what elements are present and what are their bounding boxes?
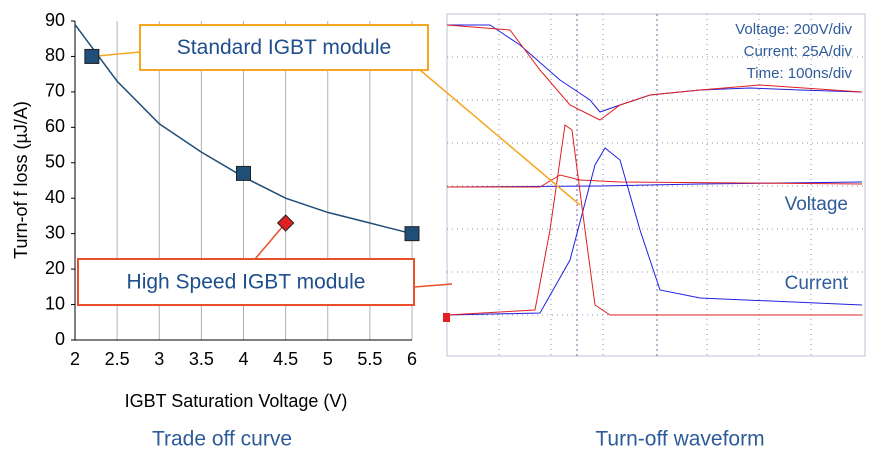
x-tick-label: 2.5 (105, 349, 130, 369)
scale-label: Time: 100ns/div (747, 65, 853, 82)
x-tick-label: 3.5 (189, 349, 214, 369)
x-axis-label: IGBT Saturation Voltage (V) (125, 391, 348, 411)
marker (85, 49, 99, 63)
x-tick-label: 4 (238, 349, 248, 369)
waveform-panel: Voltage: 200V/div Current: 25A/div Time:… (443, 14, 865, 451)
caption: Turn-off waveform (595, 428, 764, 451)
trace-label: Current (785, 273, 849, 294)
y-tick-label: 30 (45, 222, 65, 242)
x-tick-label: 6 (407, 349, 417, 369)
y-tick-label: 90 (45, 10, 65, 30)
legend-label: High Speed IGBT module (127, 271, 366, 294)
callout-line (255, 223, 286, 259)
scope-marker (443, 313, 450, 322)
chart: Voltage: 200V/div Current: 25A/div Time:… (0, 0, 869, 455)
y-tick-label: 0 (55, 329, 65, 349)
marker (237, 166, 251, 180)
x-tick-label: 2 (70, 349, 80, 369)
y-axis-label: Turn-of f loss (µJ/A) (11, 101, 31, 259)
y-tick-label: 50 (45, 152, 65, 172)
y-tick-label: 40 (45, 187, 65, 207)
y-tick-label: 70 (45, 81, 65, 101)
scale-label: Voltage: 200V/div (735, 21, 852, 38)
y-tick-label: 20 (45, 258, 65, 278)
callout-line (414, 284, 452, 287)
x-tick-label: 5.5 (357, 349, 382, 369)
page: Voltage: 200V/div Current: 25A/div Time:… (0, 0, 869, 455)
trace-label: Voltage (785, 194, 848, 215)
y-tick-label: 60 (45, 116, 65, 136)
x-tick-label: 5 (323, 349, 333, 369)
caption: Trade off curve (152, 428, 292, 451)
scale-label: Current: 25A/div (744, 43, 853, 60)
y-tick-label: 10 (45, 293, 65, 313)
x-tick-label: 3 (154, 349, 164, 369)
y-tick-label: 80 (45, 45, 65, 65)
x-tick-label: 4.5 (273, 349, 298, 369)
legend-label: Standard IGBT module (177, 36, 391, 59)
marker (405, 227, 419, 241)
